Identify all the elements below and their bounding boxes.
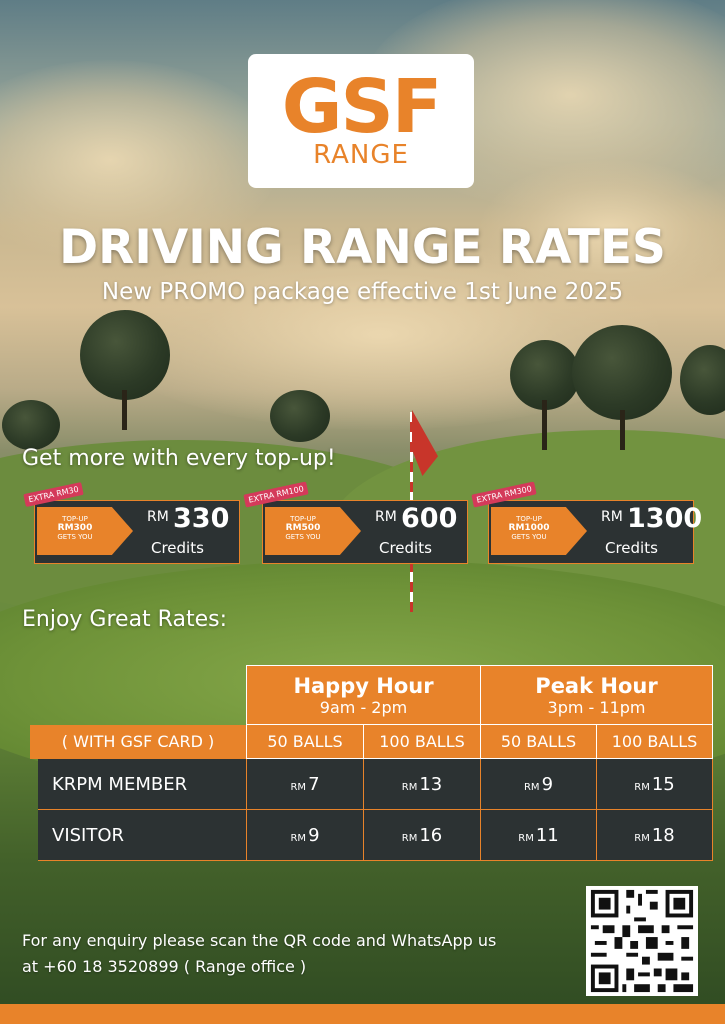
- table-row: VISITOR RM 9 RM 16 RM 11 RM 18: [30, 809, 713, 861]
- promo-arrow: TOP-UP RM1000 GETS YOU: [491, 507, 587, 555]
- tree: [680, 345, 725, 425]
- promo-line3: GETS YOU: [511, 533, 547, 541]
- tree: [270, 390, 330, 450]
- cell-currency: RM: [401, 781, 418, 793]
- promo-card: TOP-UP RM300 GETS YOU RM 330 Credits: [34, 500, 240, 564]
- tree: [80, 310, 170, 430]
- peak-hour-header: Peak Hour 3pm - 11pm: [480, 665, 713, 725]
- cell-currency: RM: [634, 781, 650, 793]
- enquiry-text: For any enquiry please scan the QR code …: [22, 928, 582, 980]
- page-subtitle: New PROMO package effective 1st June 202…: [101, 279, 624, 305]
- table-header-row: Happy Hour 9am - 2pm Peak Hour 3pm - 11p…: [30, 665, 713, 725]
- promo-amount: 330: [173, 503, 230, 534]
- logo-text: GSF: [281, 64, 443, 150]
- promo-line1: TOP-UP: [62, 515, 88, 523]
- cell-value: 18: [651, 824, 675, 846]
- cell-currency: RM: [290, 781, 307, 793]
- price-cell: RM 16: [363, 809, 481, 861]
- logo: GSF RANGE: [248, 54, 474, 188]
- cell-value: 13: [419, 773, 443, 795]
- peak-hour-time: 3pm - 11pm: [547, 697, 646, 717]
- happy-hour-header: Happy Hour 9am - 2pm: [246, 665, 481, 725]
- cloud: [480, 160, 725, 300]
- cloud: [0, 60, 280, 260]
- happy-hour-time: 9am - 2pm: [319, 697, 408, 717]
- enquiry-line2: at +60 18 3520899 ( Range office ): [22, 957, 307, 976]
- table-corner: [30, 666, 247, 725]
- promo-amount: 600: [401, 503, 458, 534]
- price-cell: RM 15: [596, 758, 713, 810]
- logo-subtext: RANGE: [313, 140, 409, 170]
- promo-currency: RM: [147, 509, 169, 525]
- promo-credits: Credits: [151, 539, 204, 557]
- cell-currency: RM: [634, 832, 650, 844]
- price-cell: RM 9: [480, 758, 597, 810]
- enquiry-line1: For any enquiry please scan the QR code …: [22, 931, 497, 950]
- table-row: KRPM MEMBER RM 7 RM 13 RM 9 RM 15: [30, 758, 713, 810]
- promo-line1: TOP-UP: [290, 515, 316, 523]
- cell-value: 9: [541, 773, 554, 795]
- column-header: 50 BALLS: [480, 724, 597, 759]
- rates-table: Happy Hour 9am - 2pm Peak Hour 3pm - 11p…: [22, 665, 713, 861]
- peak-hour-title: Peak Hour: [535, 673, 658, 698]
- cell-value: 7: [308, 773, 320, 795]
- promo-currency: RM: [375, 509, 397, 525]
- rates-heading: Enjoy Great Rates:: [22, 607, 227, 632]
- promo-amount: 1300: [627, 503, 703, 534]
- cell-value: 16: [419, 824, 443, 846]
- qr-code-icon[interactable]: [586, 886, 698, 996]
- promo-line3: GETS YOU: [285, 533, 321, 541]
- topup-heading: Get more with every top-up!: [22, 446, 336, 471]
- qr-code-graphic: [587, 886, 697, 996]
- tree: [510, 340, 580, 450]
- cell-currency: RM: [523, 781, 540, 793]
- price-cell: RM 18: [596, 809, 713, 861]
- footer-bar: [0, 1004, 725, 1024]
- table-subheader-row: ( WITH GSF CARD ) 50 BALLS 100 BALLS 50 …: [30, 724, 713, 759]
- promo-card: TOP-UP RM500 GETS YOU RM 600 Credits: [262, 500, 468, 564]
- row-label: VISITOR: [30, 809, 247, 861]
- tree: [2, 400, 60, 460]
- cell-value: 15: [651, 773, 675, 795]
- cell-value: 11: [535, 824, 559, 846]
- page-title: DRIVING RANGE RATES: [59, 220, 666, 275]
- promo-line1: TOP-UP: [516, 515, 542, 523]
- cell-value: 9: [308, 824, 320, 846]
- cell-currency: RM: [401, 832, 418, 844]
- promo-credits: Credits: [379, 539, 432, 557]
- promo-card: TOP-UP RM1000 GETS YOU RM 1300 Credits: [488, 500, 702, 564]
- price-cell: RM 11: [480, 809, 597, 861]
- promo-line2: RM500: [285, 523, 321, 533]
- promo-arrow: TOP-UP RM500 GETS YOU: [265, 507, 361, 555]
- promo-line2: RM1000: [508, 523, 550, 533]
- tree: [572, 325, 672, 450]
- column-header: 50 BALLS: [246, 724, 364, 759]
- promo-currency: RM: [601, 509, 623, 525]
- promo-line3: GETS YOU: [57, 533, 93, 541]
- price-cell: RM 7: [246, 758, 364, 810]
- column-header: 100 BALLS: [596, 724, 713, 759]
- promo-arrow: TOP-UP RM300 GETS YOU: [37, 507, 133, 555]
- row-label: KRPM MEMBER: [30, 758, 247, 810]
- column-header: 100 BALLS: [363, 724, 481, 759]
- promo-line2: RM300: [57, 523, 93, 533]
- gsf-card-label: ( WITH GSF CARD ): [30, 724, 247, 759]
- price-cell: RM 13: [363, 758, 481, 810]
- price-cell: RM 9: [246, 809, 364, 861]
- cell-currency: RM: [518, 832, 534, 844]
- cell-currency: RM: [290, 832, 307, 844]
- promo-credits: Credits: [605, 539, 658, 557]
- happy-hour-title: Happy Hour: [293, 673, 434, 698]
